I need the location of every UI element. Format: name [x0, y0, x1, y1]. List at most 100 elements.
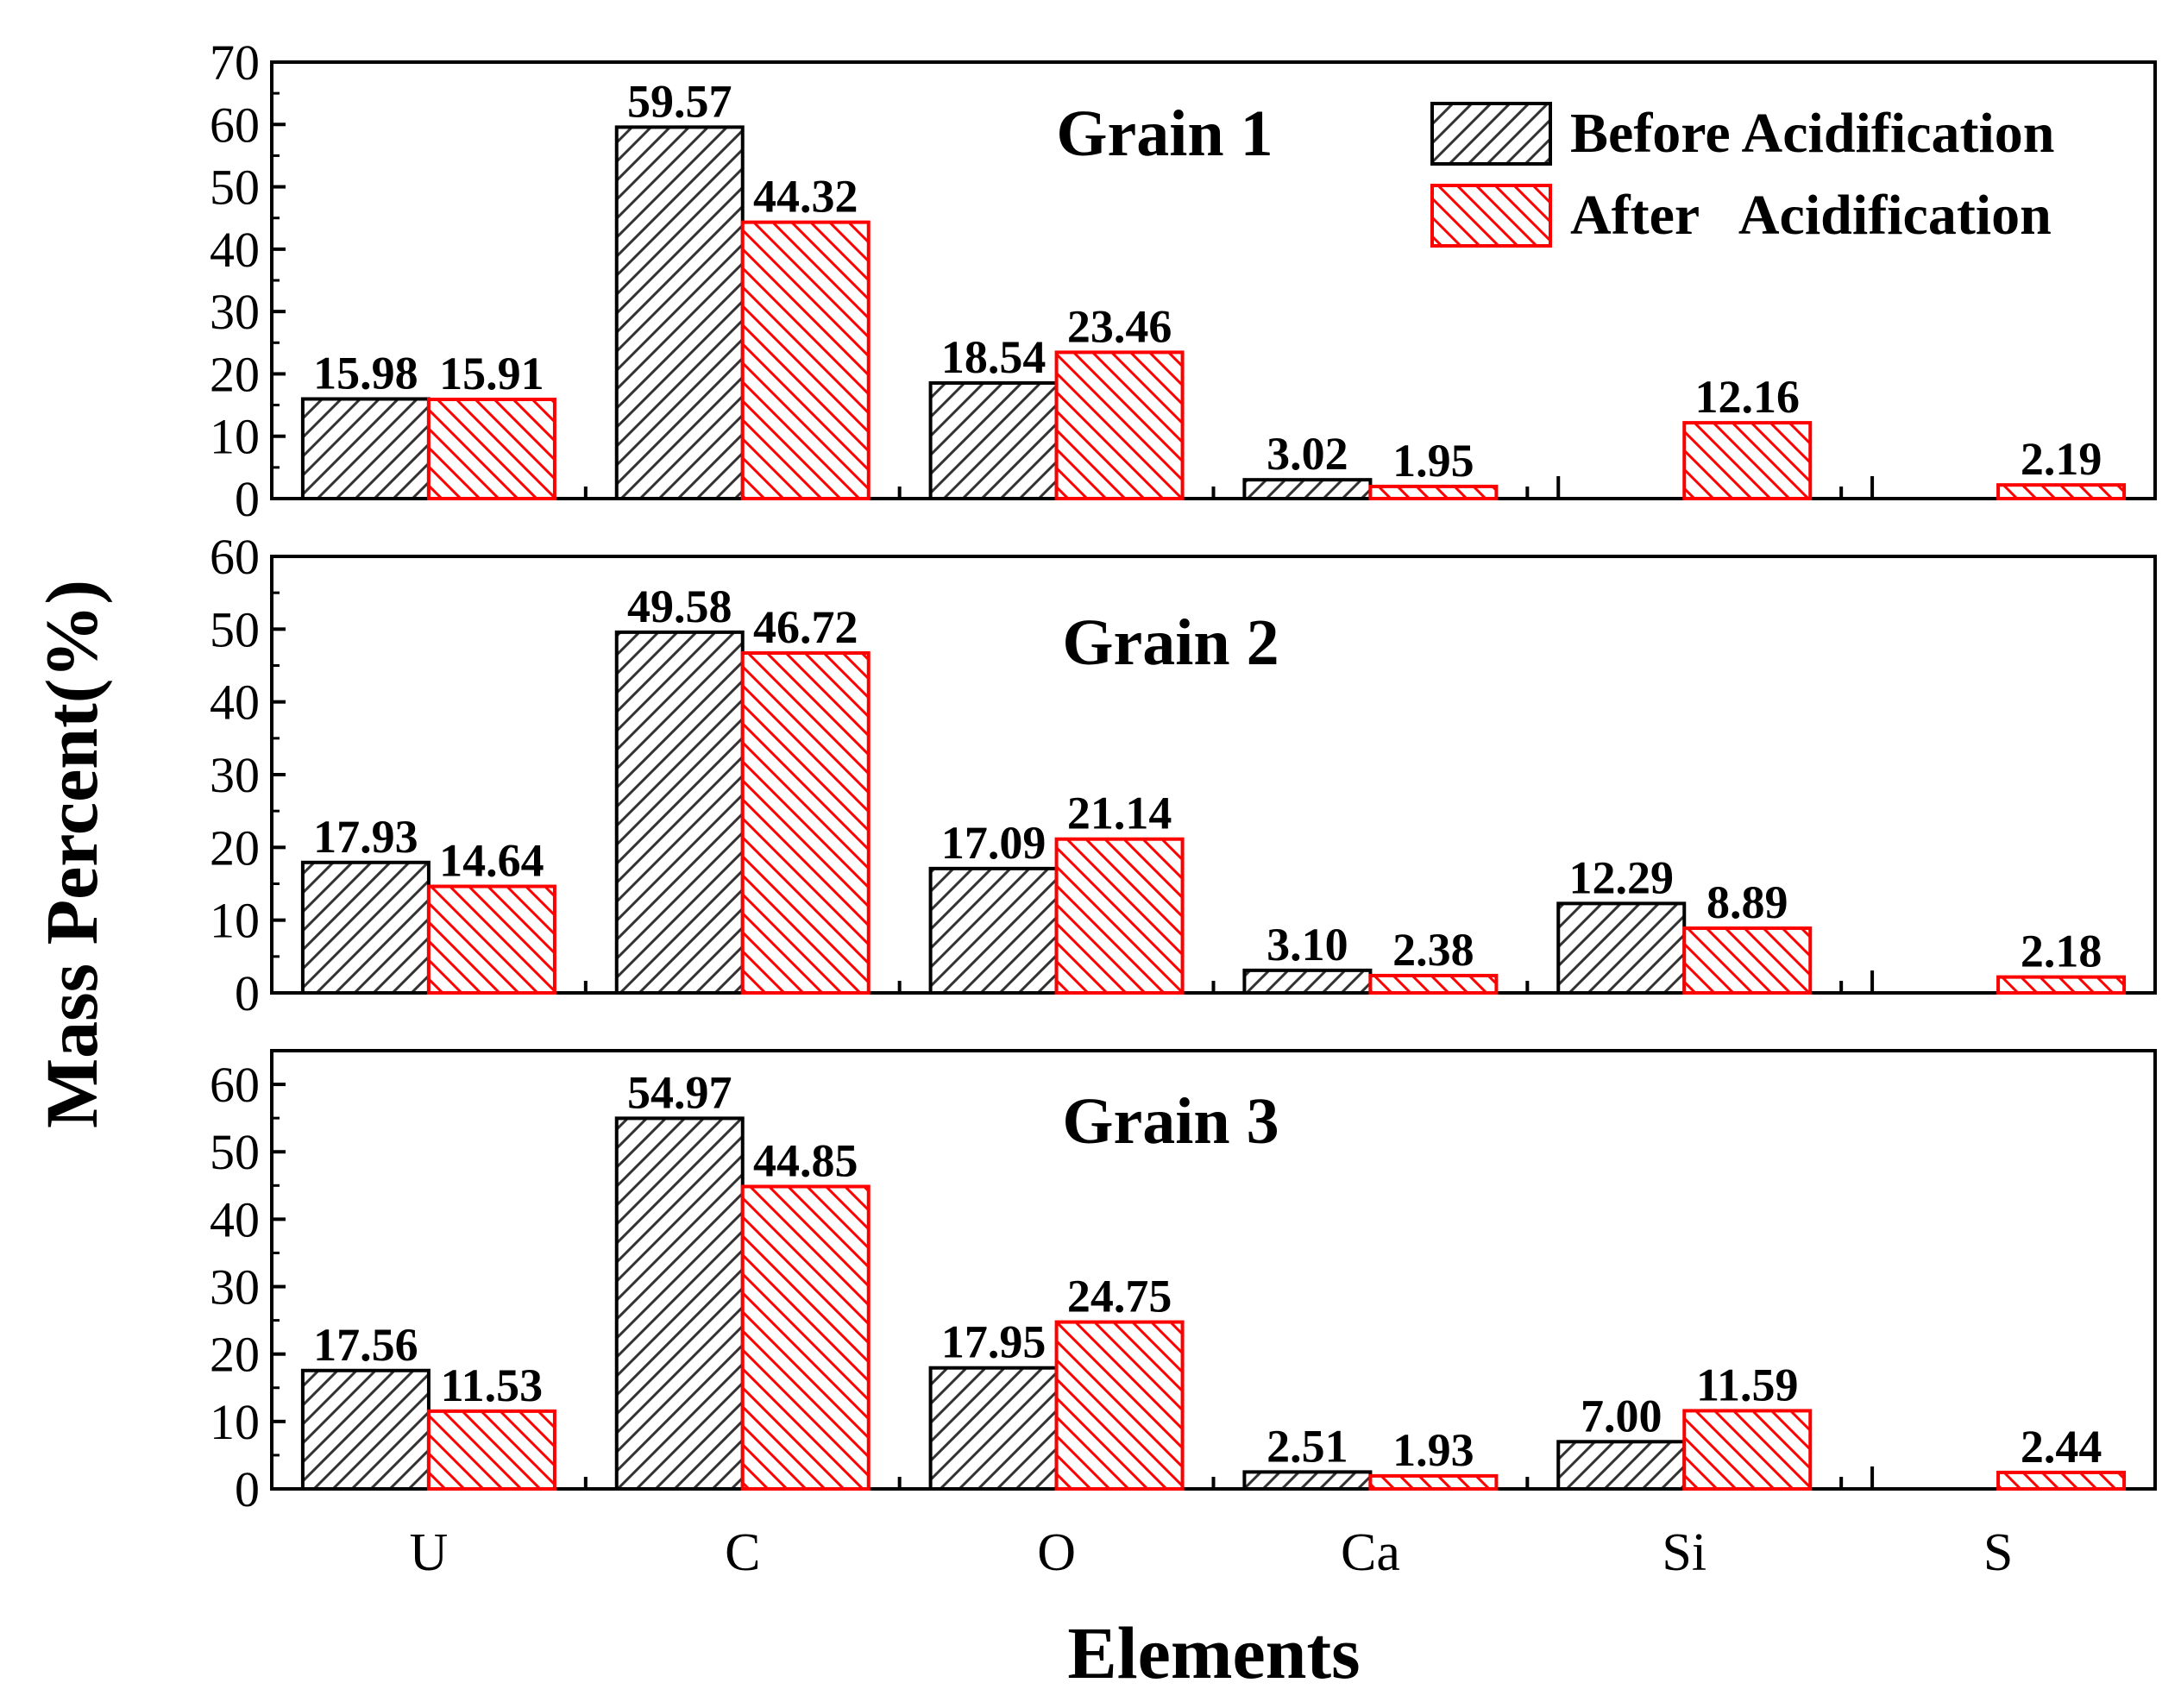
legend-label-before: Before Acidification	[1570, 102, 2055, 165]
y-tick-label: 40	[210, 222, 260, 278]
panel-title: Grain 2	[1062, 606, 1279, 679]
data-label-after-S: 2.18	[2021, 926, 2102, 977]
data-label-before-Si: 7.00	[1581, 1390, 1662, 1441]
data-label-before-O: 17.09	[941, 817, 1047, 869]
data-label-after-S: 2.19	[2021, 433, 2102, 485]
panel-grain-1: 0 10 20 30 40 50 60 70 15.98 59.57 18.54 3.02 15.91 4…	[210, 35, 2157, 527]
bar-after-C	[740, 650, 871, 995]
bar-after-U	[426, 397, 556, 501]
bar-after-Ca	[1368, 1473, 1499, 1491]
bar-before-O	[928, 1366, 1059, 1491]
bar-before-U	[300, 397, 431, 500]
data-label-after-Si: 12.16	[1695, 371, 1801, 423]
y-tick-label: 40	[210, 675, 260, 731]
bar-before-C	[614, 125, 745, 500]
data-label-after-O: 21.14	[1067, 788, 1172, 839]
bar-after-Si	[1682, 1409, 1813, 1491]
y-tick-label: 30	[210, 747, 260, 803]
data-label-after-U: 15.91	[439, 348, 544, 399]
y-tick-label: 20	[210, 1327, 260, 1383]
y-tick-label: 50	[210, 601, 260, 657]
bar-after-S	[1996, 975, 2127, 995]
data-label-before-C: 59.57	[627, 75, 732, 127]
y-tick-label: 0	[235, 1461, 260, 1517]
y-axis-title: Mass Percent(%)	[30, 580, 113, 1128]
y-tick-label: 30	[210, 284, 260, 340]
x-category-label-S: S	[1983, 1523, 2013, 1582]
bar-after-S	[1996, 1470, 2127, 1491]
panel-title: Grain 1	[1056, 97, 1273, 170]
data-label-before-U: 15.98	[313, 347, 418, 399]
x-category-label-O: O	[1037, 1523, 1076, 1582]
bar-before-Ca	[1242, 968, 1373, 995]
y-tick-label: 50	[210, 1124, 260, 1180]
y-tick-label: 0	[235, 471, 260, 527]
panel-grain-3: 0 10 20 30 40 50 60 17.56 54.97 17.95 2.51 7.00 11.5…	[210, 1049, 2157, 1517]
y-tick-label: 60	[210, 97, 260, 153]
bar-after-U	[426, 884, 556, 995]
bar-before-C	[614, 630, 745, 995]
panels-layer: 0 10 20 30 40 50 60 70 15.98 59.57 18.54 3.02 15.91 4…	[210, 35, 2157, 1582]
data-label-before-Ca: 3.02	[1266, 428, 1348, 480]
y-tick-label: 60	[210, 1057, 260, 1113]
data-label-after-Si: 8.89	[1706, 876, 1788, 928]
bar-before-O	[928, 866, 1059, 995]
x-category-label-Si: Si	[1662, 1523, 1706, 1582]
y-tick-label: 10	[210, 409, 260, 465]
data-label-after-C: 44.32	[753, 171, 858, 223]
bar-before-U	[300, 860, 431, 995]
x-category-label-C: C	[725, 1523, 760, 1582]
bar-after-S	[1996, 483, 2127, 501]
data-label-after-Si: 11.59	[1696, 1359, 1799, 1410]
y-tick-label: 10	[210, 893, 260, 949]
data-label-before-Ca: 3.10	[1266, 919, 1348, 970]
data-label-before-O: 17.95	[941, 1316, 1047, 1368]
panel-grain-2: 0 10 20 30 40 50 60 17.93 49.58 17.09 3.10 12.29 14.…	[210, 529, 2157, 1021]
data-label-after-Ca: 1.95	[1392, 435, 1474, 487]
y-tick-label: 10	[210, 1394, 260, 1450]
data-label-after-U: 14.64	[439, 835, 544, 887]
bar-before-Si	[1556, 1440, 1687, 1491]
y-tick-label: 0	[235, 965, 260, 1021]
data-label-before-C: 49.58	[627, 581, 732, 632]
data-label-after-C: 44.85	[753, 1134, 858, 1186]
bar-after-Ca	[1368, 484, 1499, 501]
bar-before-Ca	[1242, 478, 1373, 501]
legend-swatch-before	[1430, 102, 1552, 166]
data-label-before-U: 17.93	[313, 811, 418, 863]
y-tick-label: 20	[210, 819, 260, 876]
legend: Before Acidification After Acidification	[1430, 102, 2055, 248]
bar-after-Ca	[1368, 973, 1499, 995]
y-tick-label: 20	[210, 346, 260, 402]
data-label-after-O: 24.75	[1067, 1271, 1172, 1322]
x-axis-title: Elements	[1067, 1611, 1360, 1694]
x-category-label-U: U	[410, 1523, 449, 1582]
data-label-after-C: 46.72	[753, 601, 858, 653]
data-label-after-U: 11.53	[441, 1359, 544, 1411]
data-label-before-U: 17.56	[313, 1319, 418, 1371]
data-label-before-C: 54.97	[627, 1066, 732, 1118]
data-label-after-Ca: 2.38	[1392, 924, 1474, 976]
data-label-after-Ca: 1.93	[1392, 1424, 1474, 1476]
bar-before-U	[300, 1368, 431, 1491]
x-category-label-Ca: Ca	[1341, 1523, 1400, 1582]
bar-after-O	[1054, 837, 1185, 995]
panel-title: Grain 3	[1062, 1085, 1279, 1158]
data-label-before-O: 18.54	[941, 331, 1047, 383]
bar-after-C	[740, 1184, 871, 1491]
y-tick-label: 60	[210, 529, 260, 585]
bar-before-Ca	[1242, 1470, 1373, 1491]
bar-before-Si	[1556, 901, 1687, 995]
bar-before-C	[614, 1116, 745, 1491]
y-tick-label: 70	[210, 35, 260, 91]
legend-label-after: After Acidification	[1570, 184, 2052, 247]
data-label-after-O: 23.46	[1067, 300, 1172, 352]
bar-after-Si	[1682, 421, 1813, 501]
data-label-before-Ca: 2.51	[1266, 1420, 1348, 1472]
bar-after-C	[740, 220, 871, 500]
bar-after-O	[1054, 350, 1185, 501]
bar-after-U	[426, 1409, 556, 1491]
bar-after-O	[1054, 1320, 1185, 1491]
legend-swatch-after	[1430, 184, 1552, 248]
